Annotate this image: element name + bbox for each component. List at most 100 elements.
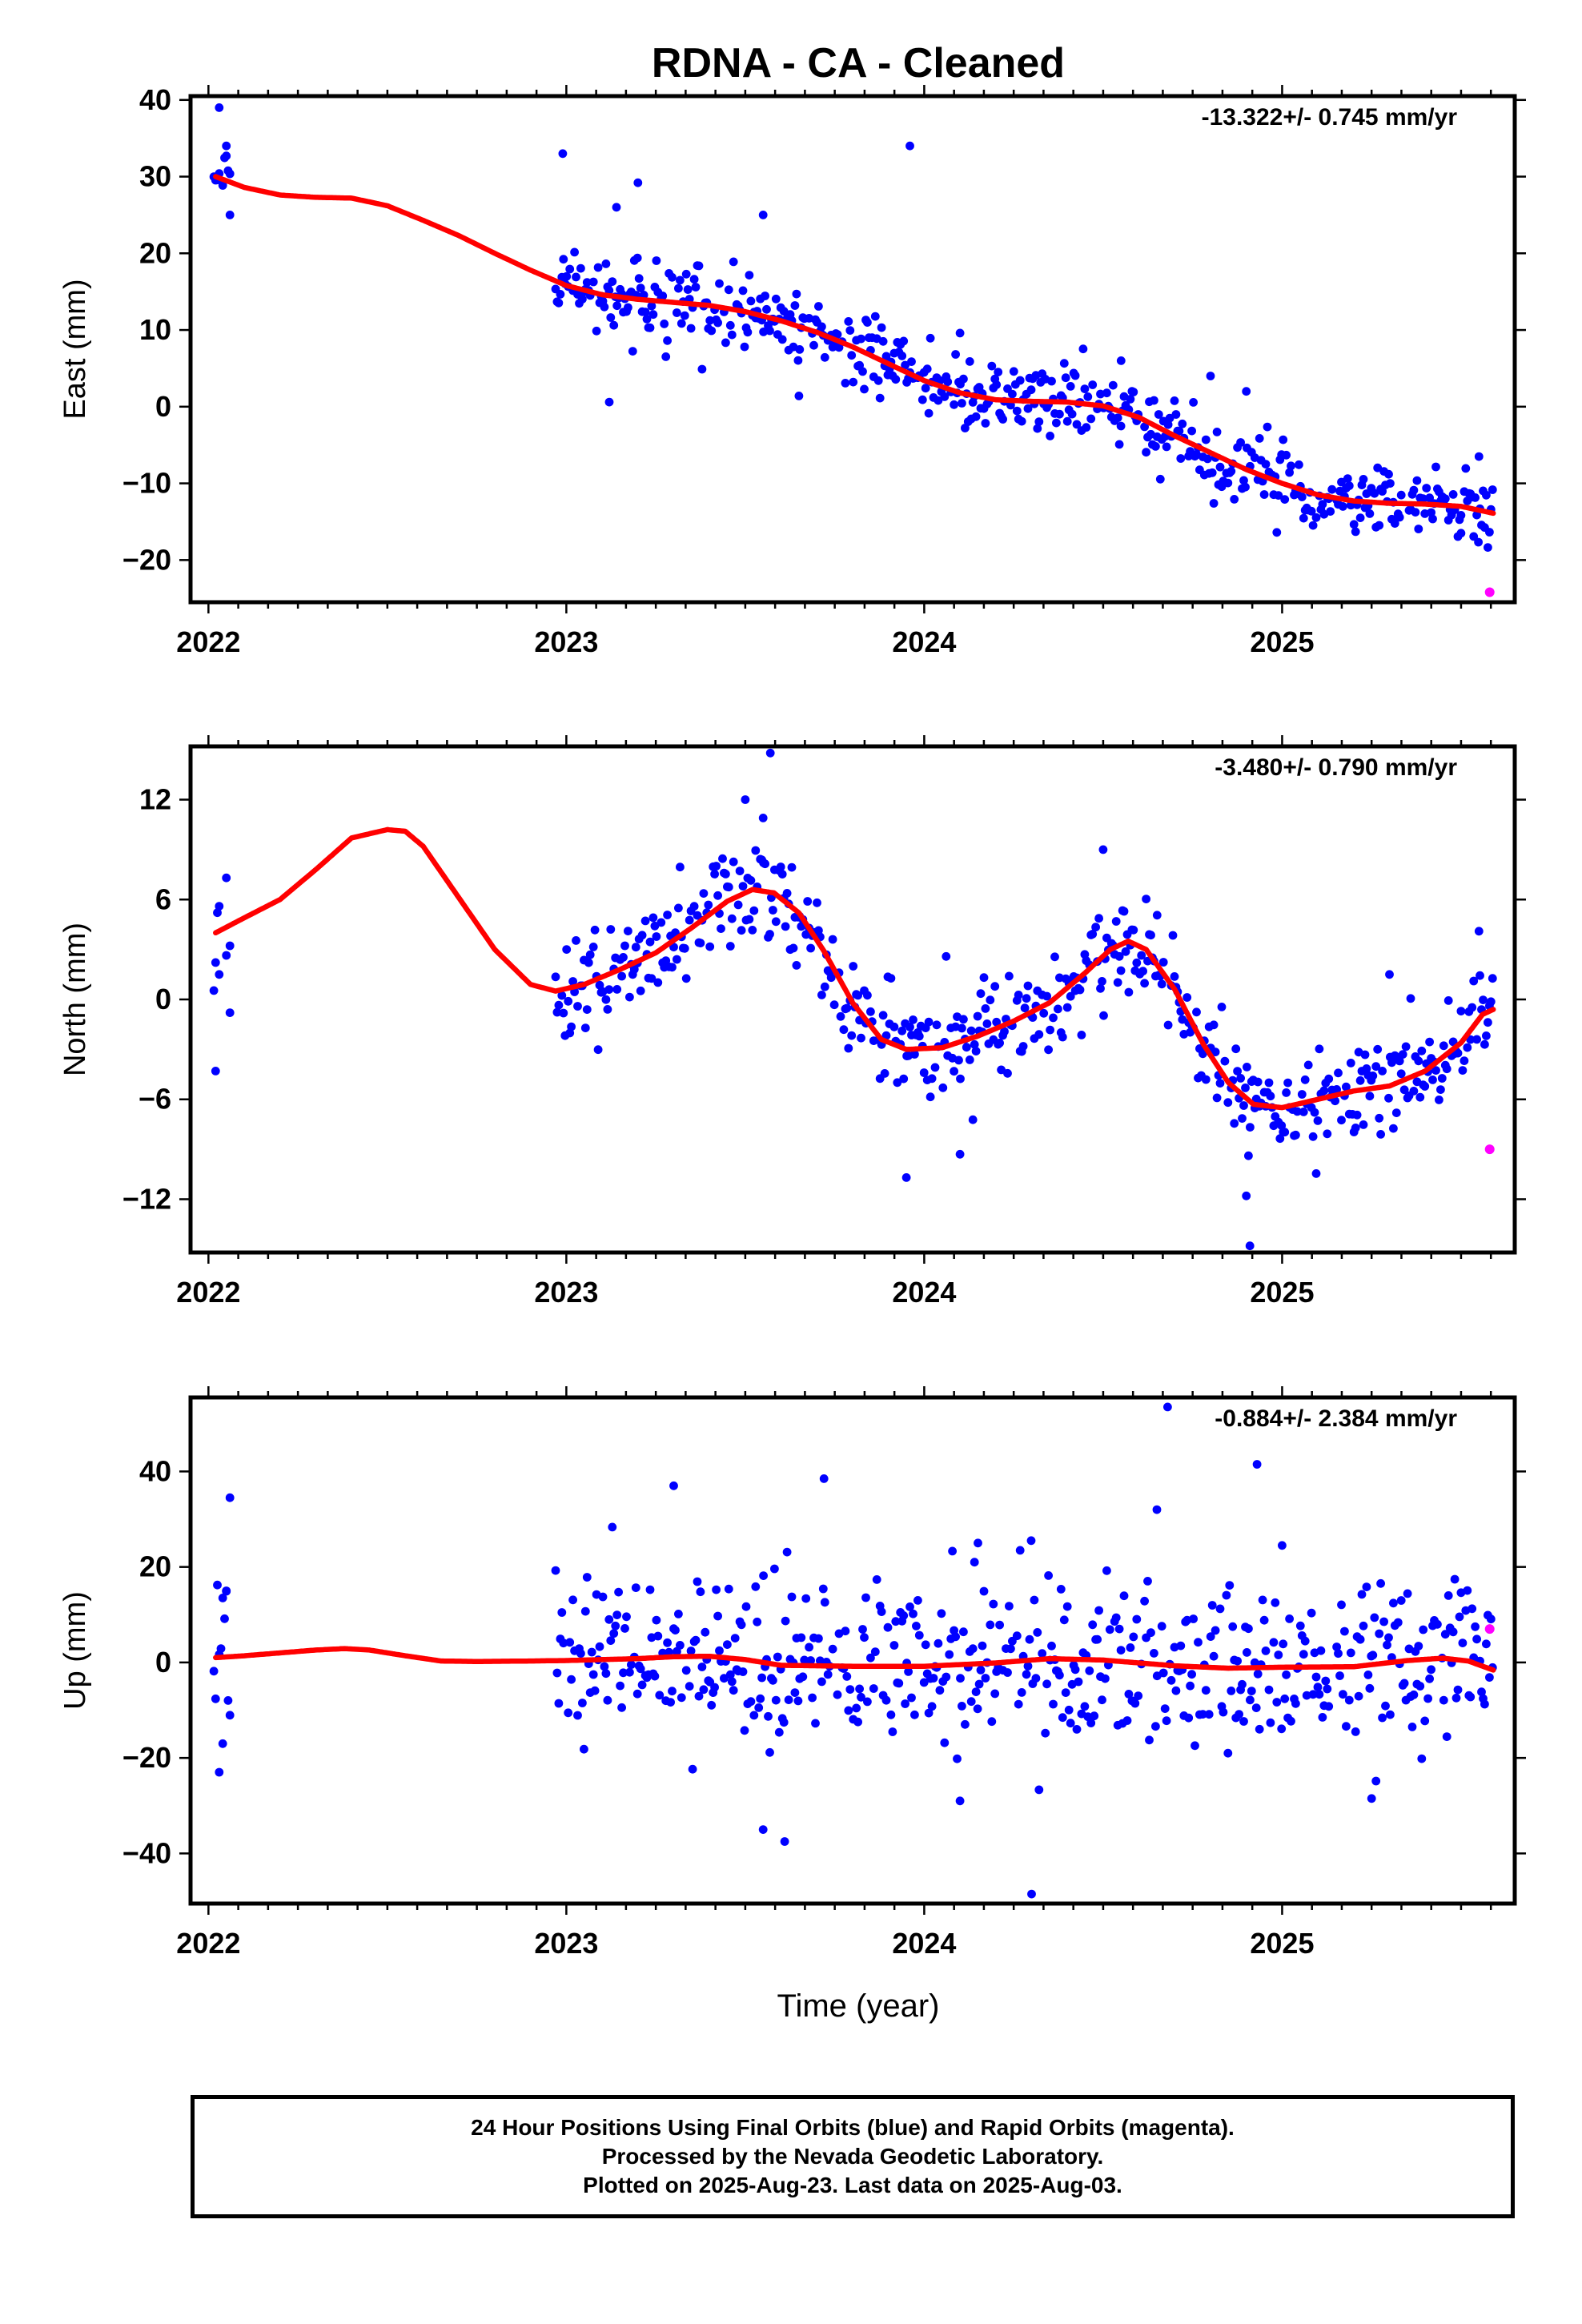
- up-final-orbit-point: [1210, 1652, 1219, 1661]
- north-final-orbit-point: [933, 1020, 942, 1029]
- up-final-orbit-point: [1153, 1506, 1162, 1514]
- up-y-axis-label: Up (mm): [58, 1591, 92, 1710]
- up-final-orbit-point: [1145, 1735, 1154, 1744]
- up-final-orbit-point: [780, 1718, 789, 1727]
- east-final-orbit-point: [845, 326, 854, 335]
- up-final-orbit-point: [692, 1636, 701, 1645]
- east-final-orbit-point: [1230, 495, 1239, 504]
- north-final-orbit-point: [1378, 1067, 1387, 1076]
- east-y-tick-label: 30: [139, 160, 171, 193]
- east-final-orbit-point: [674, 284, 683, 293]
- up-final-orbit-point: [877, 1607, 886, 1616]
- east-final-orbit-point: [612, 203, 621, 211]
- north-final-orbit-point: [1138, 967, 1147, 975]
- east-final-orbit-point: [1066, 382, 1075, 391]
- up-final-orbit-point: [1041, 1729, 1050, 1738]
- up-final-orbit-point: [808, 1694, 817, 1703]
- north-final-orbit-point: [1347, 1059, 1355, 1068]
- east-final-orbit-point: [1397, 491, 1406, 500]
- north-final-orbit-point: [1014, 991, 1023, 999]
- up-final-orbit-point: [972, 1687, 981, 1696]
- up-final-orbit-point: [1358, 1590, 1367, 1599]
- north-final-orbit-point: [1265, 1079, 1274, 1088]
- north-final-orbit-point: [1298, 1090, 1307, 1099]
- east-final-orbit-point: [1263, 423, 1272, 432]
- east-final-orbit-point: [1086, 415, 1095, 424]
- up-final-orbit-point: [791, 1688, 800, 1697]
- up-final-orbit-point: [1167, 1676, 1176, 1685]
- north-final-orbit-point: [1117, 967, 1126, 975]
- up-final-orbit-point: [627, 1660, 636, 1669]
- north-final-orbit-point: [594, 1045, 603, 1054]
- up-final-orbit-point: [1463, 1586, 1472, 1595]
- north-final-orbit-point: [567, 1023, 576, 1031]
- north-final-orbit-point: [562, 945, 571, 954]
- north-final-orbit-point: [1158, 979, 1166, 988]
- east-final-orbit-point: [744, 328, 753, 336]
- up-final-orbit-point: [785, 1695, 793, 1704]
- east-final-orbit-point: [1484, 543, 1492, 552]
- up-final-orbit-point: [1278, 1541, 1287, 1550]
- east-final-orbit-point: [759, 211, 768, 219]
- north-final-orbit-point: [1397, 1069, 1406, 1078]
- up-final-orbit-point: [739, 1667, 748, 1676]
- up-final-orbit-point: [1158, 1622, 1166, 1630]
- up-final-orbit-point: [980, 1587, 989, 1596]
- north-final-orbit-point: [1120, 907, 1129, 916]
- up-final-orbit-point: [219, 1739, 227, 1748]
- up-final-orbit-point: [1088, 1620, 1097, 1629]
- east-final-orbit-point: [1260, 490, 1269, 499]
- up-final-orbit-point: [1063, 1602, 1072, 1611]
- north-final-orbit-point: [1460, 1056, 1469, 1065]
- up-final-orbit-point: [1324, 1702, 1333, 1711]
- up-final-orbit-point: [226, 1711, 235, 1719]
- chart-title: RDNA - CA - Cleaned: [652, 40, 1065, 86]
- east-final-orbit-point: [739, 287, 748, 296]
- up-final-orbit-point: [693, 1578, 702, 1586]
- up-final-orbit-point: [1444, 1591, 1453, 1600]
- up-final-orbit-point: [701, 1628, 709, 1637]
- north-final-orbit-point: [591, 926, 600, 935]
- east-final-orbit-point: [726, 321, 735, 330]
- east-final-orbit-point: [1151, 442, 1160, 451]
- up-final-orbit-point: [882, 1696, 891, 1705]
- east-final-orbit-point: [747, 297, 756, 306]
- up-final-orbit-point: [1471, 1622, 1480, 1631]
- east-final-orbit-point: [1485, 528, 1494, 537]
- north-final-orbit-point: [1438, 1074, 1447, 1083]
- east-final-orbit-point: [1309, 521, 1318, 530]
- up-final-orbit-point: [783, 1548, 792, 1557]
- north-final-orbit-point: [726, 942, 735, 951]
- east-final-orbit-point: [1279, 436, 1287, 444]
- north-final-orbit-point: [1407, 994, 1415, 1003]
- up-final-orbit-point: [1006, 1644, 1015, 1653]
- up-final-orbit-point: [632, 1583, 640, 1592]
- east-final-orbit-point: [858, 368, 867, 376]
- east-final-orbit-point: [1115, 440, 1124, 449]
- north-final-orbit-point: [881, 1069, 889, 1078]
- up-final-orbit-point: [731, 1634, 740, 1642]
- north-final-orbit-point: [1231, 1044, 1240, 1053]
- east-final-orbit-point: [715, 279, 724, 288]
- up-final-orbit-point: [1277, 1724, 1286, 1733]
- north-x-tick-label: 2023: [534, 1276, 598, 1309]
- east-final-orbit-point: [876, 394, 885, 403]
- east-final-orbit-point: [1384, 470, 1393, 479]
- north-final-orbit-point: [721, 870, 730, 879]
- up-final-orbit-point: [580, 1745, 588, 1754]
- up-final-orbit-point: [685, 1682, 694, 1691]
- up-final-orbit-point: [622, 1612, 631, 1621]
- east-final-orbit-point: [1343, 474, 1352, 483]
- north-final-orbit-point: [772, 917, 781, 926]
- up-final-orbit-point: [1355, 1692, 1363, 1701]
- up-final-orbit-point: [710, 1683, 719, 1692]
- up-final-orbit-point: [1285, 1614, 1294, 1623]
- footer-box: 24 Hour Positions Using Final Orbits (bl…: [191, 2095, 1515, 2218]
- up-final-orbit-point: [1205, 1710, 1214, 1719]
- east-final-orbit-point: [1047, 377, 1056, 386]
- up-final-orbit-point: [1216, 1605, 1225, 1614]
- north-final-orbit-point: [1375, 1114, 1383, 1123]
- east-final-orbit-point: [728, 331, 737, 340]
- up-final-orbit-point: [1098, 1695, 1106, 1704]
- north-final-orbit-point: [215, 902, 223, 911]
